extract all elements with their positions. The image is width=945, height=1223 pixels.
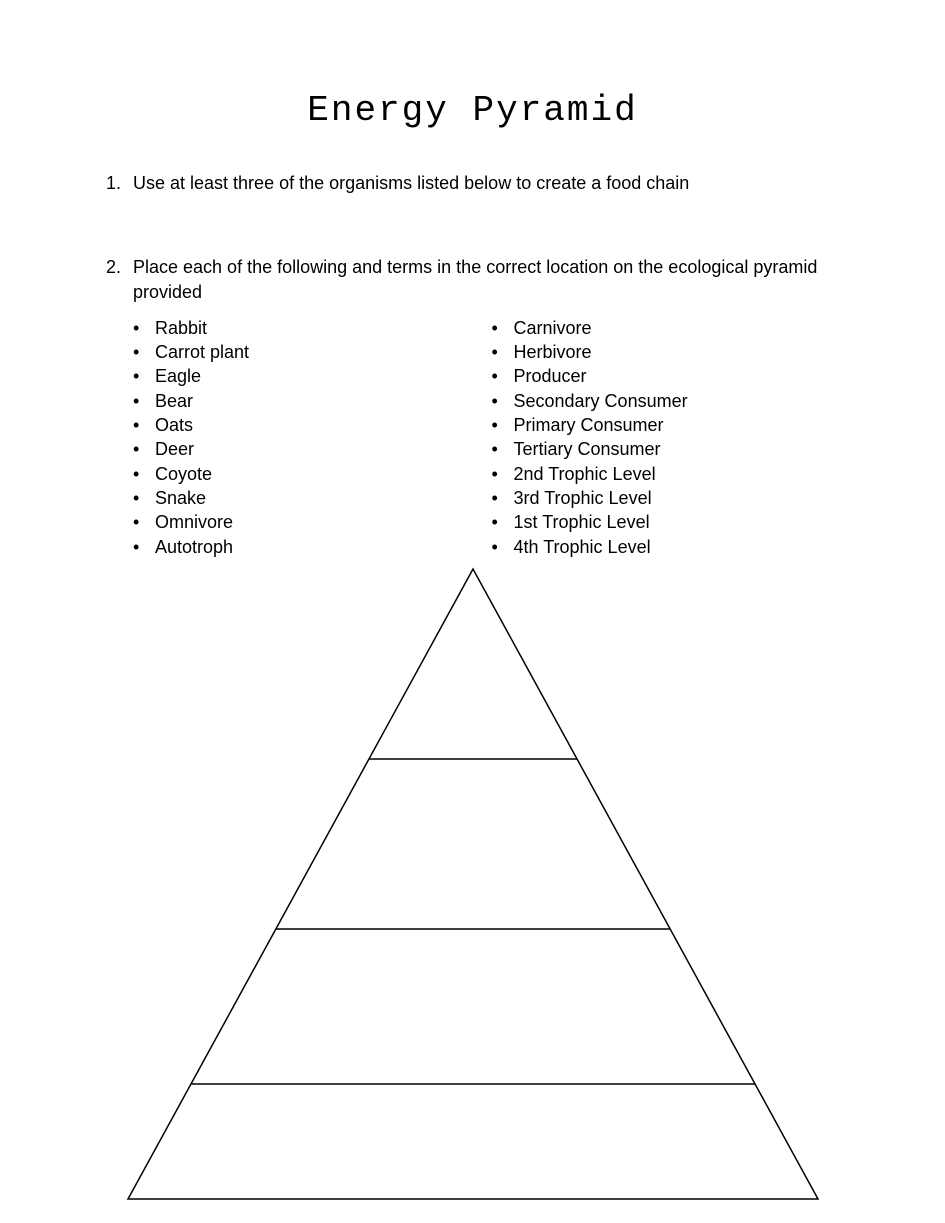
list-item: Primary Consumer	[492, 413, 851, 437]
list-item: Secondary Consumer	[492, 389, 851, 413]
list-item: 2nd Trophic Level	[492, 462, 851, 486]
terms-column-right: Carnivore Herbivore Producer Secondary C…	[492, 316, 851, 559]
pyramid-diagram	[123, 564, 823, 1204]
page-title: Energy Pyramid	[95, 90, 850, 131]
instruction-item: 2. Place each of the following and terms…	[95, 255, 850, 304]
instruction-number: 1.	[95, 171, 133, 195]
list-item: Carnivore	[492, 316, 851, 340]
list-item: Producer	[492, 364, 851, 388]
list-item: Tertiary Consumer	[492, 437, 851, 461]
list-item: Oats	[133, 413, 492, 437]
instruction-text: Place each of the following and terms in…	[133, 255, 850, 304]
terms-column-left: Rabbit Carrot plant Eagle Bear Oats Deer…	[133, 316, 492, 559]
list-item: Snake	[133, 486, 492, 510]
list-item: 3rd Trophic Level	[492, 486, 851, 510]
list-item: Rabbit	[133, 316, 492, 340]
list-item: Eagle	[133, 364, 492, 388]
list-item: Omnivore	[133, 510, 492, 534]
list-item: Deer	[133, 437, 492, 461]
list-item: Autotroph	[133, 535, 492, 559]
terms-list-left: Rabbit Carrot plant Eagle Bear Oats Deer…	[133, 316, 492, 559]
list-item: Herbivore	[492, 340, 851, 364]
instruction-text: Use at least three of the organisms list…	[133, 171, 850, 195]
instructions-block: 1. Use at least three of the organisms l…	[95, 171, 850, 304]
instruction-item: 1. Use at least three of the organisms l…	[95, 171, 850, 195]
instruction-number: 2.	[95, 255, 133, 304]
list-item: 1st Trophic Level	[492, 510, 851, 534]
terms-columns: Rabbit Carrot plant Eagle Bear Oats Deer…	[133, 316, 850, 559]
list-item: Bear	[133, 389, 492, 413]
list-item: Carrot plant	[133, 340, 492, 364]
list-item: 4th Trophic Level	[492, 535, 851, 559]
terms-list-right: Carnivore Herbivore Producer Secondary C…	[492, 316, 851, 559]
list-item: Coyote	[133, 462, 492, 486]
pyramid-outline	[128, 569, 818, 1199]
pyramid-container	[95, 564, 850, 1204]
